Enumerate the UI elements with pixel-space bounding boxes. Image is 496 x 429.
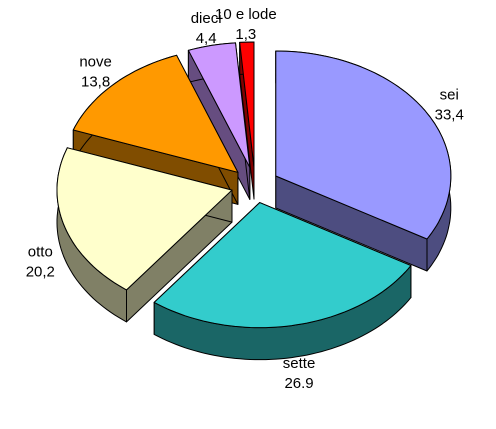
slice-label: sei — [440, 86, 459, 103]
slice-value-label: 20,2 — [26, 264, 55, 281]
slice — [275, 50, 452, 240]
slice — [72, 54, 239, 173]
slice-label: dieci — [191, 10, 222, 27]
slice-label: otto — [28, 244, 53, 261]
slice-label: sette — [283, 355, 316, 372]
slice — [153, 202, 412, 329]
slice-value-label: 33,4 — [435, 106, 464, 123]
slice-value-label: 13,8 — [81, 74, 110, 91]
slice-label: 10 e lode — [215, 6, 277, 23]
slice-label: nove — [79, 54, 112, 71]
slice — [56, 147, 233, 291]
slice-value-label: 26.9 — [284, 375, 313, 392]
slice — [239, 41, 255, 168]
slice-value-label: 4,4 — [196, 30, 217, 47]
slice — [187, 42, 251, 168]
slice-value-label: 1,3 — [235, 26, 256, 43]
